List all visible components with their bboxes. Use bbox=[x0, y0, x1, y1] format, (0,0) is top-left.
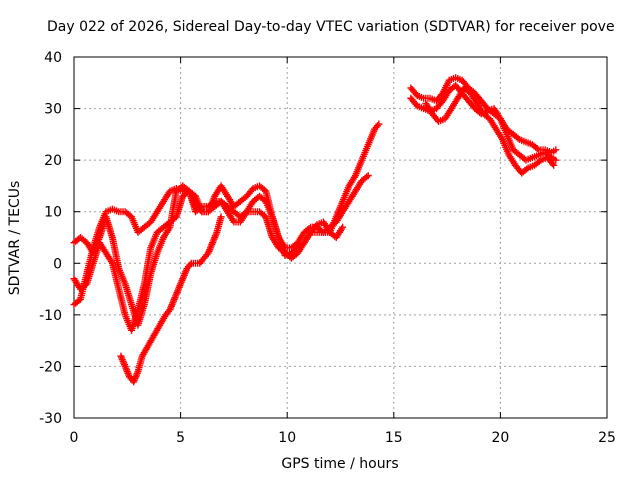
chart-title: Day 022 of 2026, Sidereal Day-to-day VTE… bbox=[47, 19, 615, 35]
data-point bbox=[364, 172, 372, 180]
x-tick-label: 15 bbox=[385, 430, 403, 446]
x-tick-label: 25 bbox=[598, 430, 616, 446]
y-tick-label: -20 bbox=[39, 359, 62, 375]
x-tick-label: 0 bbox=[70, 430, 79, 446]
data-point bbox=[375, 120, 383, 128]
y-tick-label: 0 bbox=[53, 256, 62, 272]
y-tick-label: -10 bbox=[39, 308, 62, 324]
data-point bbox=[552, 156, 560, 164]
data-point bbox=[548, 160, 556, 168]
series-track-c bbox=[70, 187, 347, 334]
series-track-d bbox=[117, 213, 225, 386]
x-tick-label: 10 bbox=[278, 430, 296, 446]
data-point bbox=[241, 209, 249, 217]
series-track-e bbox=[407, 74, 560, 156]
x-axis-label: GPS time / hours bbox=[281, 456, 399, 472]
data-point bbox=[339, 223, 347, 231]
data-point bbox=[550, 161, 558, 169]
data-point bbox=[514, 134, 522, 142]
series-track-b bbox=[70, 172, 372, 329]
y-tick-label: 40 bbox=[44, 50, 62, 66]
series-track-g bbox=[422, 84, 558, 177]
y-tick-label: -30 bbox=[39, 411, 62, 427]
y-tick-label: 10 bbox=[44, 205, 62, 221]
x-tick-label: 5 bbox=[176, 430, 185, 446]
data-point bbox=[535, 157, 543, 165]
data-point bbox=[552, 146, 560, 154]
plot-frame bbox=[73, 56, 608, 419]
y-tick-label: 20 bbox=[44, 153, 62, 169]
data-point bbox=[523, 165, 531, 173]
x-tick-label: 20 bbox=[491, 430, 509, 446]
data-point bbox=[217, 213, 225, 221]
y-axis-label: SDTVAR / TECUs bbox=[7, 180, 23, 296]
data-point bbox=[533, 145, 541, 153]
data-point bbox=[363, 173, 371, 181]
y-tick-label: 30 bbox=[44, 102, 62, 118]
